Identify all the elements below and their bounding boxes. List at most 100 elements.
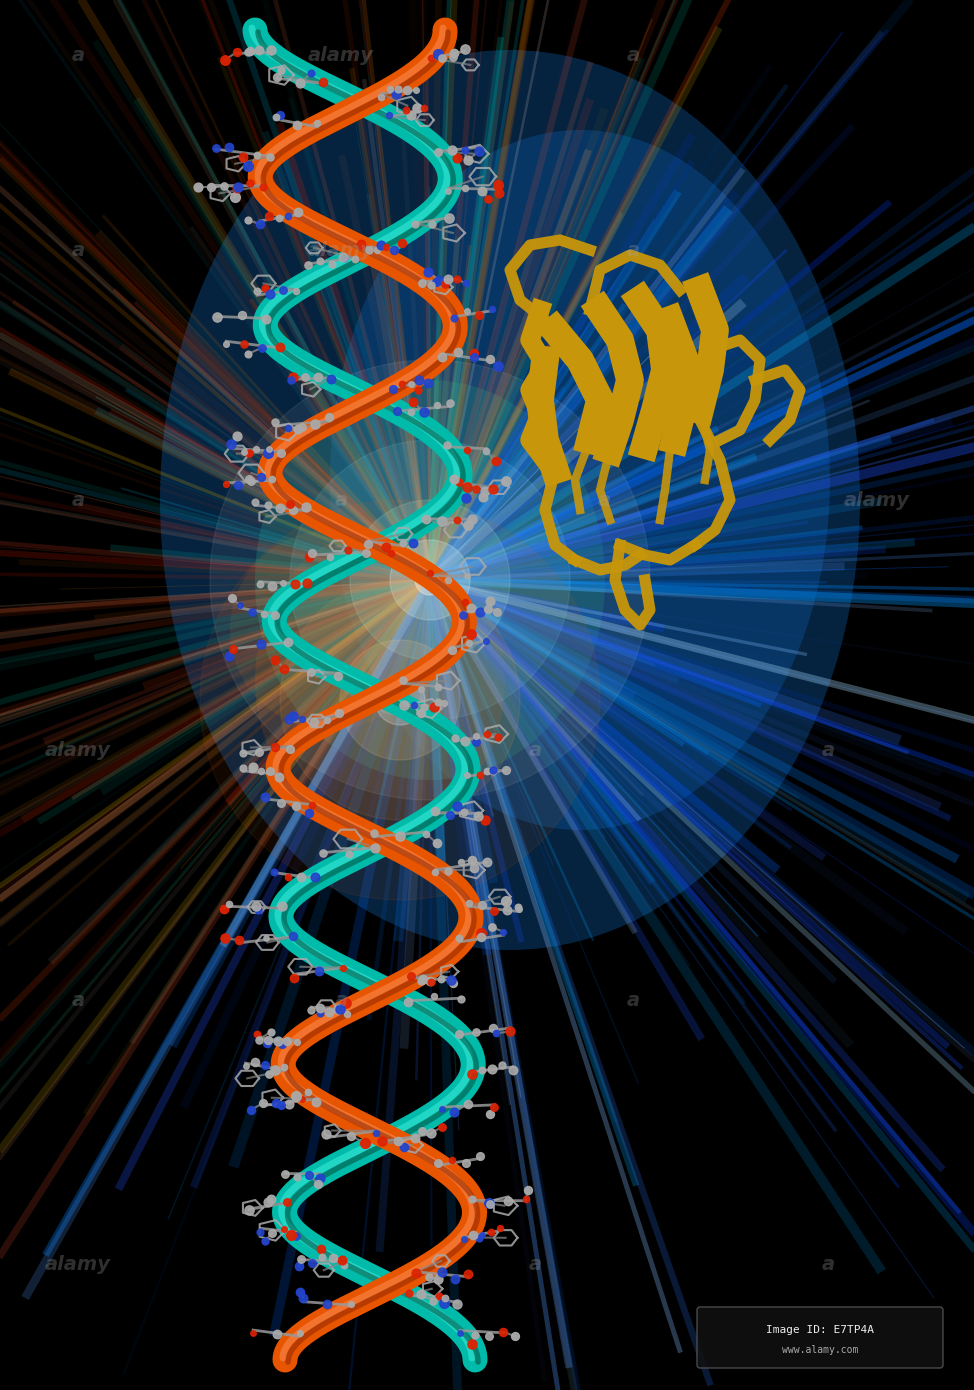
Ellipse shape	[255, 530, 505, 830]
Point	[459, 439, 474, 461]
Point	[252, 1220, 268, 1243]
Point	[247, 491, 263, 513]
Point	[258, 307, 274, 329]
Point	[419, 823, 434, 845]
Point	[263, 760, 279, 783]
Point	[395, 669, 411, 691]
Text: a: a	[626, 991, 640, 1011]
Point	[480, 598, 496, 620]
Point	[450, 1293, 466, 1315]
Point	[263, 1020, 279, 1042]
Point	[445, 972, 461, 994]
Point	[250, 1029, 266, 1051]
Point	[237, 332, 252, 354]
Point	[252, 573, 268, 595]
Point	[403, 104, 419, 126]
Point	[400, 991, 416, 1013]
Point	[485, 760, 501, 783]
Point	[276, 279, 291, 302]
Point	[449, 509, 465, 531]
Point	[203, 175, 218, 197]
Point	[489, 602, 505, 624]
Point	[399, 79, 415, 101]
Point	[485, 916, 501, 938]
Point	[412, 368, 428, 391]
Point	[431, 43, 446, 65]
Point	[434, 1116, 450, 1138]
Point	[238, 1055, 253, 1077]
Circle shape	[280, 580, 520, 820]
Point	[473, 926, 489, 948]
Point	[232, 929, 247, 951]
Point	[505, 1059, 520, 1081]
Point	[249, 281, 265, 303]
Point	[458, 730, 473, 752]
Point	[499, 470, 514, 492]
Point	[431, 676, 446, 698]
Point	[360, 534, 376, 556]
Point	[229, 40, 244, 63]
Point	[311, 959, 326, 981]
Point	[279, 1190, 294, 1212]
Point	[481, 188, 497, 210]
Point	[459, 765, 474, 787]
Point	[461, 149, 476, 171]
Point	[465, 1188, 480, 1211]
Point	[461, 631, 476, 653]
Point	[446, 42, 462, 64]
Point	[288, 795, 304, 817]
Point	[277, 1056, 292, 1079]
Point	[307, 710, 322, 733]
Point	[267, 860, 282, 883]
Point	[499, 899, 514, 922]
Text: a: a	[71, 46, 85, 65]
Text: alamy: alamy	[45, 1255, 111, 1275]
Point	[459, 300, 474, 322]
Point	[403, 402, 419, 424]
Point	[394, 232, 410, 254]
Point	[431, 1152, 446, 1175]
Point	[218, 332, 234, 354]
Point	[268, 603, 283, 626]
Point	[282, 493, 298, 516]
Ellipse shape	[330, 131, 830, 830]
Point	[384, 542, 399, 564]
Point	[446, 307, 462, 329]
Point	[485, 1017, 501, 1040]
Point	[357, 1131, 373, 1154]
Point	[334, 1248, 350, 1270]
Point	[281, 1093, 297, 1115]
Point	[421, 371, 436, 393]
Point	[408, 79, 424, 101]
Point	[285, 367, 301, 389]
Point	[286, 966, 302, 988]
Point	[421, 1266, 436, 1289]
Point	[336, 1254, 352, 1276]
Point	[393, 373, 409, 395]
Point	[315, 841, 330, 863]
Text: a: a	[626, 240, 640, 260]
Point	[264, 1188, 280, 1211]
Point	[259, 1031, 275, 1054]
Point	[229, 177, 244, 199]
Point	[272, 766, 287, 788]
Point	[472, 1145, 488, 1168]
Point	[277, 1218, 292, 1240]
Point	[451, 1023, 467, 1045]
Point	[416, 96, 431, 118]
Point	[241, 442, 256, 464]
Point	[430, 1268, 445, 1290]
Point	[340, 538, 356, 560]
Point	[458, 486, 473, 509]
Point	[282, 1223, 298, 1245]
Text: a: a	[71, 240, 85, 260]
Point	[393, 824, 408, 847]
Point	[348, 247, 363, 270]
Point	[310, 1172, 325, 1194]
Point	[396, 694, 412, 716]
Point	[257, 1055, 273, 1077]
Text: a: a	[626, 46, 640, 65]
FancyBboxPatch shape	[697, 1307, 943, 1368]
Point	[241, 208, 256, 231]
Point	[426, 696, 441, 719]
